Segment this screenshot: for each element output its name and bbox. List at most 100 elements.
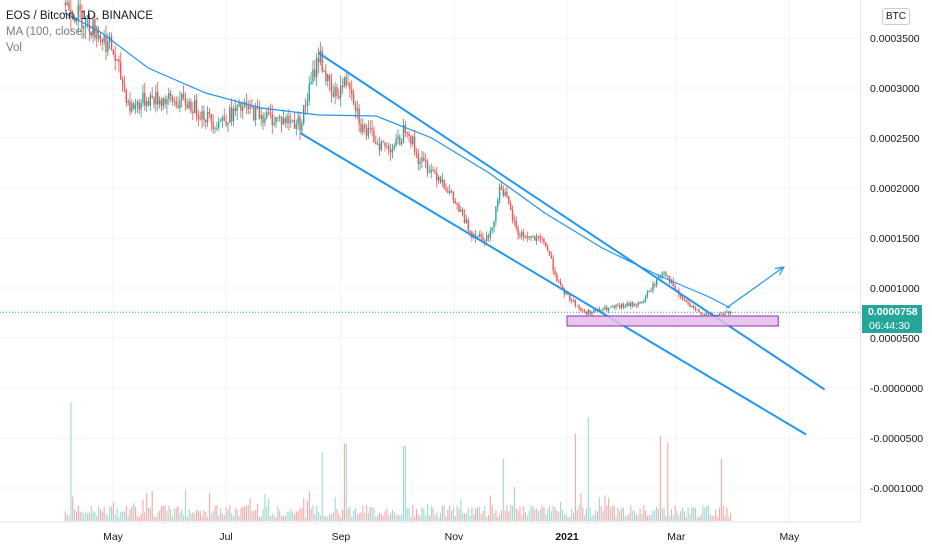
volume-bar <box>526 515 528 521</box>
volume-bar <box>730 512 732 521</box>
volume-bar <box>170 509 172 521</box>
volume-bar <box>558 511 560 521</box>
volume-bar <box>142 499 144 521</box>
candle-body <box>569 294 571 301</box>
volume-bar <box>682 507 684 521</box>
candle-body <box>175 100 177 106</box>
symbol-title[interactable]: EOS / Bitcoin, 1D, BINANCE <box>6 10 153 22</box>
candle-body <box>145 101 148 106</box>
volume-bar <box>700 514 702 521</box>
volume-bar <box>334 496 336 521</box>
volume-bar <box>251 511 253 521</box>
ma-indicator-label[interactable]: MA (100, close, 0) <box>6 26 99 38</box>
candle-body <box>251 106 253 107</box>
candle-body <box>502 189 504 196</box>
volume-bar <box>136 516 138 521</box>
volume-bar <box>164 505 166 521</box>
candle-body <box>212 121 214 129</box>
candle-body <box>386 145 388 147</box>
volume-bar <box>517 510 519 521</box>
candle-body <box>397 136 399 140</box>
volume-bar <box>658 509 660 521</box>
volume-bar <box>183 515 185 521</box>
candle-body <box>681 296 684 299</box>
volume-bar <box>402 446 405 521</box>
candle-body <box>147 101 150 106</box>
volume-bar <box>469 515 471 521</box>
candle-body <box>546 246 549 251</box>
volume-bar <box>103 506 105 521</box>
candle-body <box>375 142 377 145</box>
candle-body <box>456 202 458 205</box>
candle-body <box>526 236 528 238</box>
volume-indicator-label[interactable]: Vol <box>6 42 22 54</box>
candle-body <box>336 87 338 96</box>
volume-bar <box>713 515 715 521</box>
volume-bar <box>702 504 704 521</box>
volume-bar <box>602 511 604 521</box>
volume-bar <box>360 512 362 521</box>
volume-bar <box>216 505 218 521</box>
currency-badge[interactable]: BTC <box>882 8 910 25</box>
volume-bar <box>332 512 334 521</box>
volume-bar <box>438 517 440 521</box>
support-zone <box>566 315 779 327</box>
volume-bar <box>521 514 523 521</box>
candle-body <box>485 235 488 242</box>
candle-body <box>205 120 207 123</box>
candle-body <box>217 122 220 128</box>
candle-body <box>582 310 584 312</box>
candle-body <box>511 209 514 221</box>
volume-bar <box>536 508 538 521</box>
volume-bar <box>268 498 270 521</box>
candle-body <box>247 105 249 110</box>
candle-body <box>572 299 575 301</box>
volume-bar <box>628 513 630 521</box>
candle-body <box>179 100 181 108</box>
candle-body <box>691 306 693 308</box>
volume-bar <box>386 508 388 521</box>
candle-body <box>132 103 135 109</box>
candle-body <box>260 115 262 120</box>
candle-body <box>500 186 503 190</box>
candle-body <box>589 310 591 315</box>
candle-body <box>230 107 233 122</box>
volume-bar <box>641 513 643 521</box>
volume-bar <box>515 508 517 521</box>
candle-body <box>469 230 471 232</box>
candle-body <box>646 292 649 297</box>
candle-body <box>491 227 493 231</box>
volume-bar <box>500 510 503 521</box>
candle-body <box>123 84 126 90</box>
candle-body <box>650 291 652 292</box>
candle-body <box>574 299 577 306</box>
volume-bar <box>600 505 602 521</box>
candle-body <box>284 118 286 123</box>
candle-body <box>120 62 122 80</box>
candle-body <box>341 85 344 88</box>
volume-bar <box>85 511 87 521</box>
candle-body <box>724 312 726 315</box>
volume-bar <box>621 508 623 521</box>
volume-bar <box>288 511 290 521</box>
volume-bar <box>210 512 212 521</box>
volume-bar <box>423 508 425 521</box>
candle-body <box>541 238 543 240</box>
volume-bar <box>312 505 314 521</box>
candle-body <box>539 236 541 239</box>
candle-body <box>297 116 299 125</box>
volume-bar <box>659 436 661 521</box>
candle-body <box>454 200 456 203</box>
candle-body <box>214 128 216 130</box>
candle-body <box>559 281 562 286</box>
volume-bar <box>111 506 113 521</box>
volume-bar <box>646 515 649 521</box>
volume-bar <box>506 505 508 521</box>
volume-bar <box>96 515 98 521</box>
candle-body <box>138 102 140 110</box>
candle-body <box>552 258 554 271</box>
candle-body <box>402 125 405 143</box>
y-tick-label: 0.0002000 <box>870 183 920 195</box>
volume-bar <box>428 515 430 521</box>
